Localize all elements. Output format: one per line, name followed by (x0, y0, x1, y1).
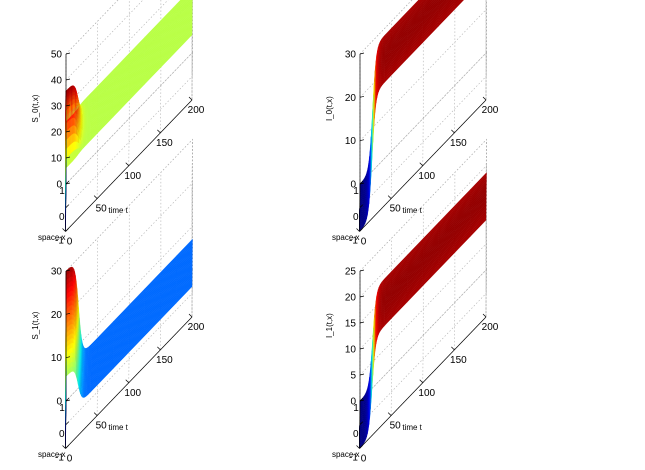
z-tick-label: 10 (51, 154, 63, 165)
t-tick-label: 0 (361, 237, 367, 248)
x-tick-label: -1 (55, 453, 64, 464)
t-tick-label: 150 (156, 355, 173, 366)
t-axis-label: time t (108, 423, 128, 432)
z-tick-label: 30 (51, 102, 63, 113)
z-tick-label: 30 (51, 267, 63, 278)
z-tick-label: 0 (350, 180, 356, 191)
z-tick-label: 0 (56, 397, 62, 408)
t-axis-label: time t (402, 423, 422, 432)
z-tick-label: 20 (51, 128, 63, 139)
surface-mesh (359, 0, 464, 232)
surface-mesh (65, 0, 193, 232)
z-tick-label: 15 (345, 319, 357, 330)
z-tick-label: 25 (345, 267, 357, 278)
t-tick-label: 200 (188, 322, 205, 333)
x-tick-label: 0 (353, 212, 359, 223)
z-tick-label: 20 (345, 93, 357, 104)
t-tick-label: 200 (188, 105, 205, 116)
z-tick-label: 20 (51, 310, 63, 321)
t-tick-label: 100 (418, 171, 435, 182)
x-tick-label: 1 (59, 186, 65, 197)
t-tick-label: 200 (482, 105, 499, 116)
x-axis-label: space x (38, 233, 66, 242)
t-axis-label: time t (108, 206, 128, 215)
z-axis-label: S_1(t,x) (31, 311, 40, 339)
z-tick-label: 50 (51, 50, 63, 61)
t-tick-label: 50 (96, 204, 108, 215)
x-axis-label: space x (332, 233, 360, 242)
z-axis-label: I_0(t,x) (325, 96, 334, 121)
z-tick-label: 10 (345, 136, 357, 147)
z-tick-label: 20 (345, 293, 357, 304)
x-tick-label: 1 (353, 403, 359, 414)
x-axis-label: space x (332, 450, 360, 459)
z-tick-label: 10 (51, 353, 63, 364)
z-axis-label: I_1(t,x) (325, 313, 334, 338)
z-axis-label: S_0(t,x) (31, 94, 40, 122)
x-tick-label: 0 (353, 429, 359, 440)
t-tick-label: 0 (361, 454, 367, 465)
x-tick-label: 0 (59, 429, 65, 440)
t-tick-label: 50 (390, 421, 402, 432)
z-tick-label: 30 (345, 50, 357, 61)
x-tick-label: 1 (353, 186, 359, 197)
t-tick-label: 150 (450, 355, 467, 366)
t-tick-label: 150 (450, 138, 467, 149)
x-tick-label: 1 (59, 403, 65, 414)
t-tick-label: 50 (390, 204, 402, 215)
z-tick-label: 10 (345, 345, 357, 356)
t-tick-label: 100 (124, 388, 141, 399)
t-tick-label: 100 (418, 388, 435, 399)
t-tick-label: 0 (67, 237, 73, 248)
x-tick-label: -1 (349, 236, 358, 247)
t-tick-label: 100 (124, 171, 141, 182)
z-tick-label: 0 (350, 397, 356, 408)
t-tick-label: 0 (67, 454, 73, 465)
t-tick-label: 50 (96, 421, 108, 432)
surface-mesh (65, 238, 193, 449)
x-tick-label: 0 (59, 212, 65, 223)
z-tick-label: 40 (51, 76, 63, 87)
x-axis-label: space x (38, 450, 66, 459)
z-tick-label: 5 (350, 371, 356, 382)
z-tick-label: 0 (56, 180, 62, 191)
t-tick-label: 150 (156, 138, 173, 149)
x-tick-label: -1 (349, 453, 358, 464)
t-tick-label: 200 (482, 322, 499, 333)
t-axis-label: time t (402, 206, 422, 215)
x-tick-label: -1 (55, 236, 64, 247)
